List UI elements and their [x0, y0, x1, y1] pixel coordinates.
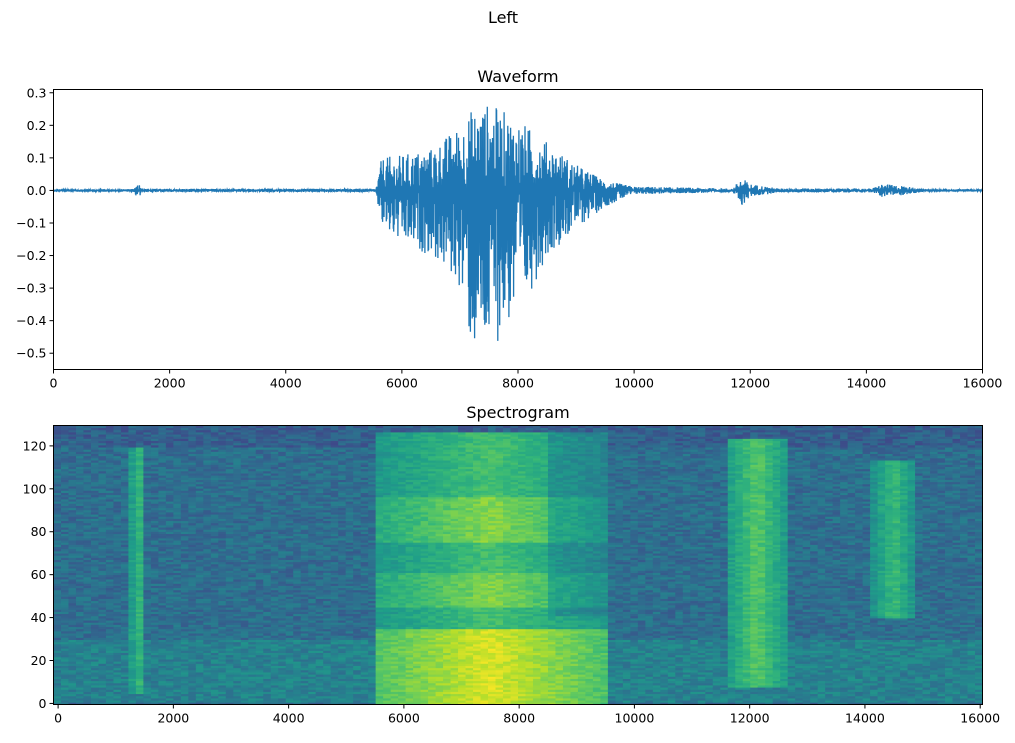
x-tick-label: 16000 [963, 376, 1003, 391]
y-tick-label: −0.3 [16, 281, 46, 296]
x-tick-label: 12000 [730, 376, 770, 391]
waveform-title: Waveform [477, 67, 558, 86]
x-tick-label: 6000 [386, 376, 418, 391]
y-tick-label: −0.2 [16, 248, 46, 263]
x-tick-label: 10000 [614, 376, 654, 391]
y-tick-label: −0.1 [16, 215, 46, 230]
y-tick-label: 0.2 [27, 118, 47, 133]
x-tick-label: 14000 [846, 376, 886, 391]
y-tick-label: −0.4 [16, 313, 46, 328]
waveform-y-ticks: 0.3 0.2 0.1 0.0 −0.1 −0.2 −0.3 −0.4 −0.5 [16, 85, 53, 360]
y-tick-label: 0.0 [27, 183, 47, 198]
figure-title: Left [488, 8, 518, 27]
y-tick-label: −0.5 [16, 346, 46, 361]
x-tick-label: 2000 [154, 376, 186, 391]
x-tick-label: 8000 [502, 376, 534, 391]
waveform-x-ticks: 0 2000 4000 6000 8000 10000 12000 14000 16000 [50, 370, 1003, 391]
spectrogram-image [54, 426, 983, 705]
spectrogram-title: Spectrogram [466, 403, 569, 422]
x-tick-label: 4000 [270, 376, 302, 391]
waveform-plot-area [54, 107, 983, 341]
waveform-line [54, 107, 983, 341]
y-tick-label: 0.1 [27, 150, 47, 165]
waveform-frame [54, 90, 983, 370]
x-tick-label: 0 [50, 376, 58, 391]
y-tick-label: 0.3 [27, 85, 47, 100]
waveform-axes: Waveform 0 2000 4000 6000 8000 10000 12000 1400… [16, 67, 1002, 391]
